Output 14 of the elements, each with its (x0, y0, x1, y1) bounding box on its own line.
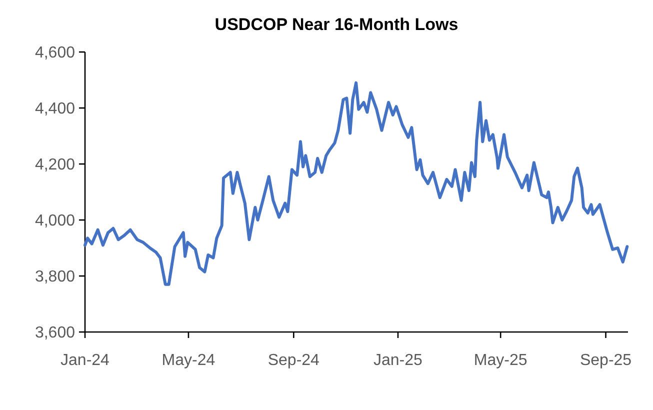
x-tick-label: Jan-25 (374, 352, 423, 369)
y-tick-label: 4,200 (34, 156, 76, 174)
y-tick-label: 4,000 (34, 212, 76, 230)
x-tick-label: May-24 (162, 352, 216, 369)
y-tick-label: 3,600 (34, 324, 76, 342)
y-tick-label: 4,600 (34, 44, 76, 62)
y-tick-label: 3,800 (34, 268, 76, 286)
y-tick-label: 4,400 (34, 100, 76, 118)
x-tick-label: Jan-24 (60, 352, 110, 369)
x-tick-label: May-25 (474, 352, 528, 369)
x-tick-label: Sep-24 (268, 352, 320, 369)
chart-title: USDCOP Near 16-Month Lows (214, 15, 458, 34)
x-tick-label: Sep-25 (580, 352, 632, 369)
line-series (84, 81, 629, 286)
